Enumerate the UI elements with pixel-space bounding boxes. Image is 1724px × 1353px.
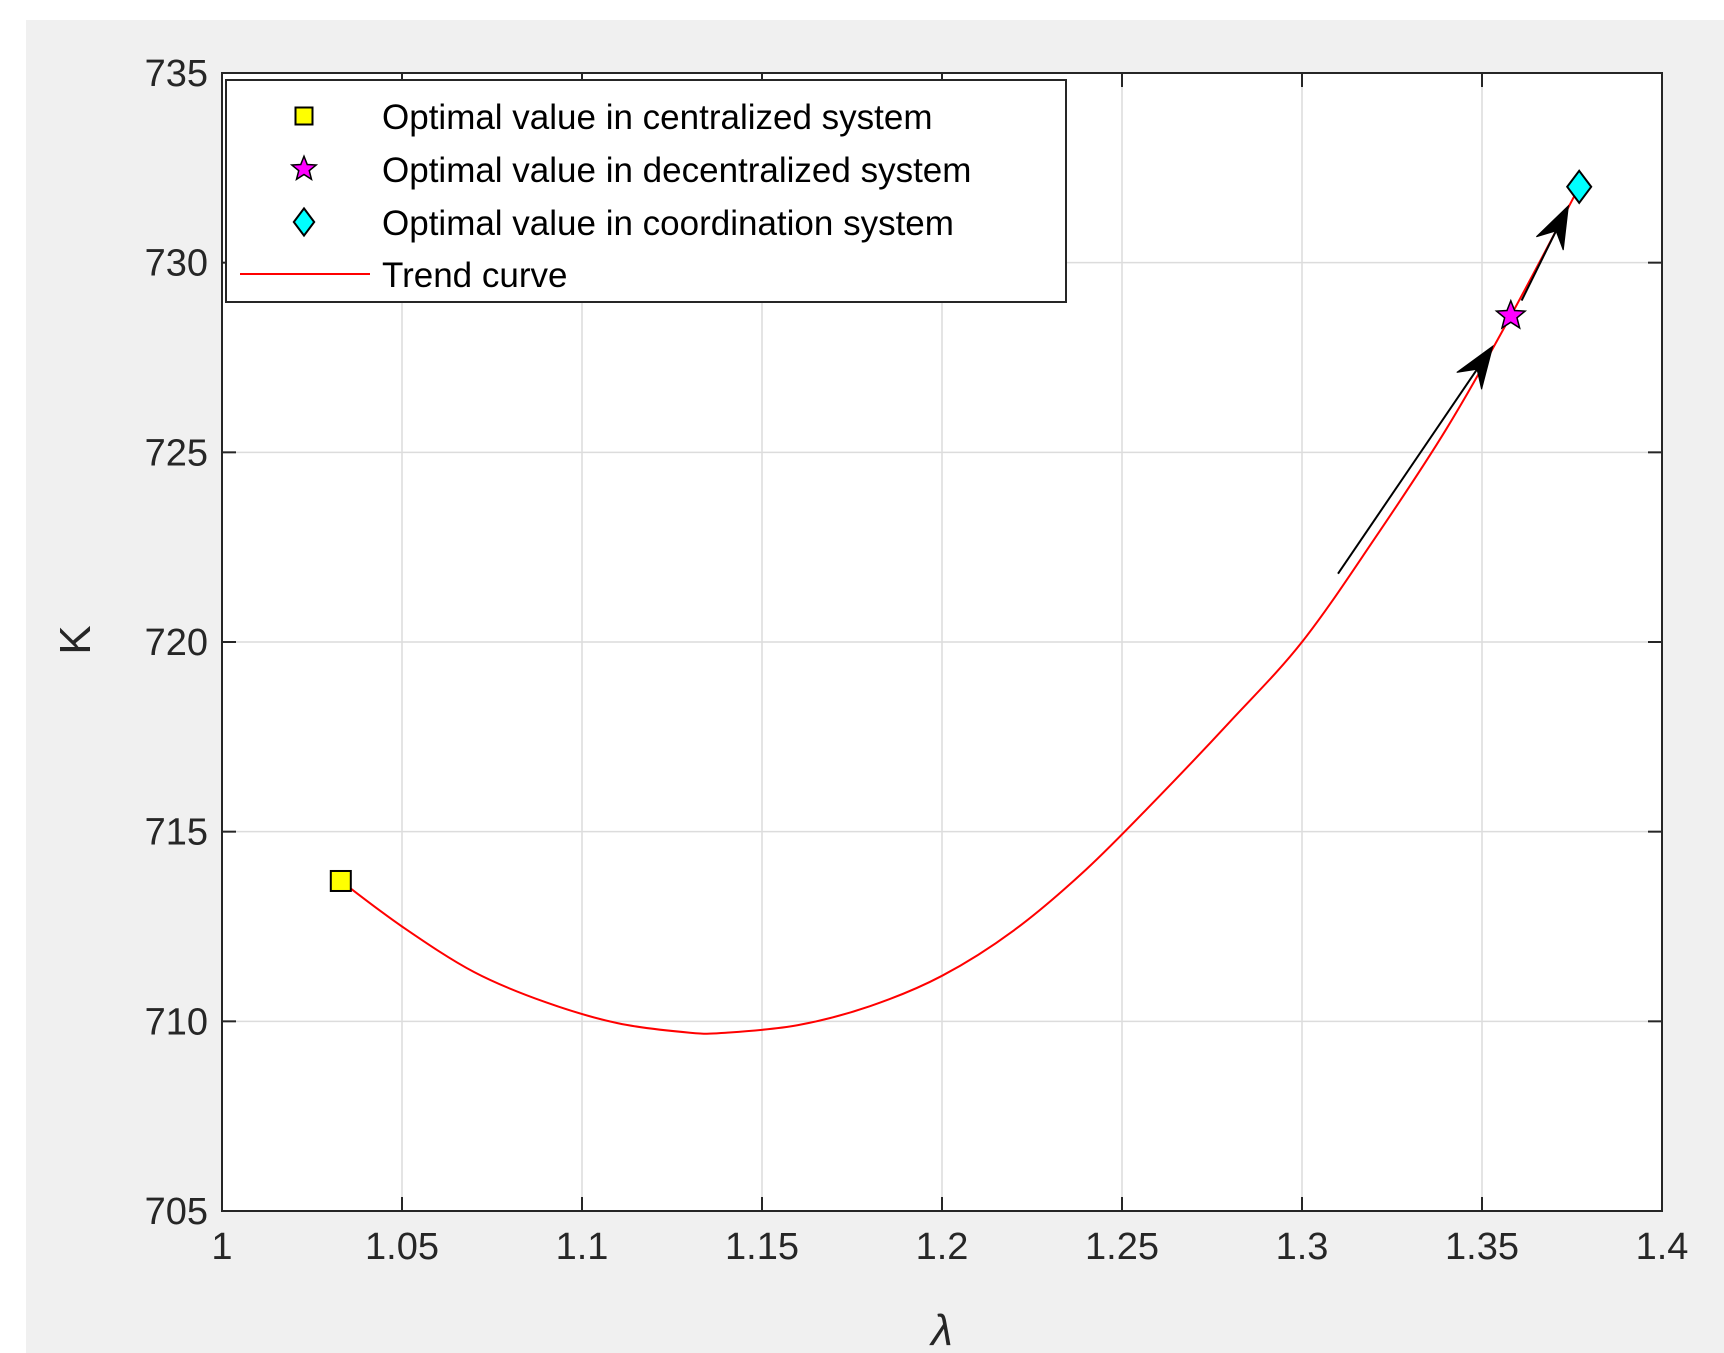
ticks xyxy=(221,72,1663,1212)
y-axis-label: K xyxy=(51,625,100,654)
data-point-star xyxy=(1494,298,1528,330)
y-tick-label: 735 xyxy=(145,53,208,95)
y-tick-label: 715 xyxy=(145,812,208,854)
x-axis-label: λ xyxy=(929,1306,953,1353)
legend-square-icon xyxy=(294,106,314,126)
tick-labels: 1 1.05 1.1 1.15 1.2 1.25 1.3 1.35 1.4 705 710 715 72… xyxy=(145,53,1689,1268)
data-point-diamond xyxy=(1565,169,1593,205)
x-tick-label: 1.2 xyxy=(916,1226,969,1268)
arrow-head xyxy=(1456,344,1494,390)
x-tick-label: 1.3 xyxy=(1276,1226,1329,1268)
legend: Optimal value in centralized system Optim… xyxy=(225,79,1067,303)
y-tick-label: 710 xyxy=(145,1001,208,1043)
legend-label: Trend curve xyxy=(382,256,567,295)
arrow-head xyxy=(1536,204,1570,251)
legend-label: Optimal value in centralized system xyxy=(382,98,933,137)
x-tick-label: 1.35 xyxy=(1445,1226,1519,1268)
data-point-square xyxy=(329,869,352,892)
curve-layer xyxy=(340,186,1581,1035)
trend-curve xyxy=(340,186,1581,1035)
y-tick-label: 720 xyxy=(145,622,208,664)
legend-label: Optimal value in coordination system xyxy=(382,204,954,243)
marker-layer xyxy=(329,169,1593,892)
x-tick-label: 1 xyxy=(211,1226,232,1268)
legend-star-icon xyxy=(289,154,319,181)
x-tick-label: 1.25 xyxy=(1085,1226,1159,1268)
arrow-layer xyxy=(1337,204,1570,575)
y-tick-label: 725 xyxy=(145,432,208,474)
arrow-shaft xyxy=(1520,230,1557,302)
legend-box xyxy=(225,79,1067,303)
legend-diamond-icon xyxy=(292,206,316,238)
arrow-shaft xyxy=(1337,368,1478,575)
x-tick-label: 1.05 xyxy=(365,1226,439,1268)
y-tick-label: 730 xyxy=(145,243,208,285)
x-tick-label: 1.4 xyxy=(1636,1226,1689,1268)
legend-label: Optimal value in decentralized system xyxy=(382,151,971,190)
x-tick-label: 1.1 xyxy=(556,1226,609,1268)
y-tick-label: 705 xyxy=(145,1191,208,1233)
x-tick-label: 1.15 xyxy=(725,1226,799,1268)
